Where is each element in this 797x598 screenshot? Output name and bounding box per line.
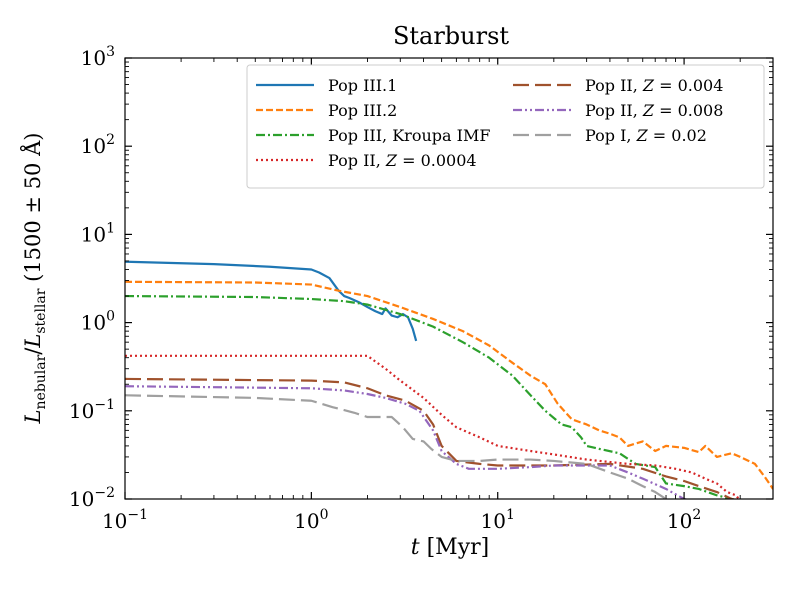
x-tick-label: 102 (667, 507, 701, 533)
x-tick-label: 101 (481, 507, 515, 533)
series-line-4 (125, 377, 737, 499)
series-line-2 (125, 294, 737, 499)
series-line-5 (125, 385, 689, 499)
y-tick-label: 100 (81, 309, 115, 335)
series-line-6 (125, 394, 669, 499)
y-tick-label: 10−2 (69, 485, 115, 511)
legend-label-2: Pop III, Kroupa IMF (328, 126, 490, 145)
y-tick-label: 101 (81, 220, 115, 246)
series-line-3 (125, 354, 741, 499)
legend-box (246, 64, 765, 189)
x-axis-label: t [Myr] (411, 535, 489, 560)
y-tick-label: 103 (81, 44, 115, 70)
series-line-1 (125, 280, 773, 490)
y-tick-label: 10−1 (69, 397, 115, 423)
y-axis-label: Lnebular/Lstellar (1500 ± 50 Å) (20, 133, 49, 425)
legend-label-3: Pop II, Z = 0.0004 (328, 151, 477, 170)
series-line-0 (125, 260, 418, 342)
legend-label-5: Pop II, Z = 0.008 (585, 101, 723, 120)
series-layer (125, 260, 773, 499)
legend: Pop III.1 Pop III.2 Pop III, Kroupa IMF Pop… (246, 64, 765, 189)
chart-title: Starburst (393, 22, 509, 50)
plot-frame (124, 57, 774, 500)
legend-label-6: Pop I, Z = 0.02 (585, 126, 707, 145)
legend-label-1: Pop III.2 (328, 101, 397, 120)
x-tick-label: 100 (294, 507, 328, 533)
y-tick-label: 102 (81, 132, 115, 158)
legend-label-0: Pop III.1 (328, 76, 397, 95)
legend-label-4: Pop II, Z = 0.004 (585, 76, 723, 95)
x-tick-label: 10−1 (102, 507, 148, 533)
